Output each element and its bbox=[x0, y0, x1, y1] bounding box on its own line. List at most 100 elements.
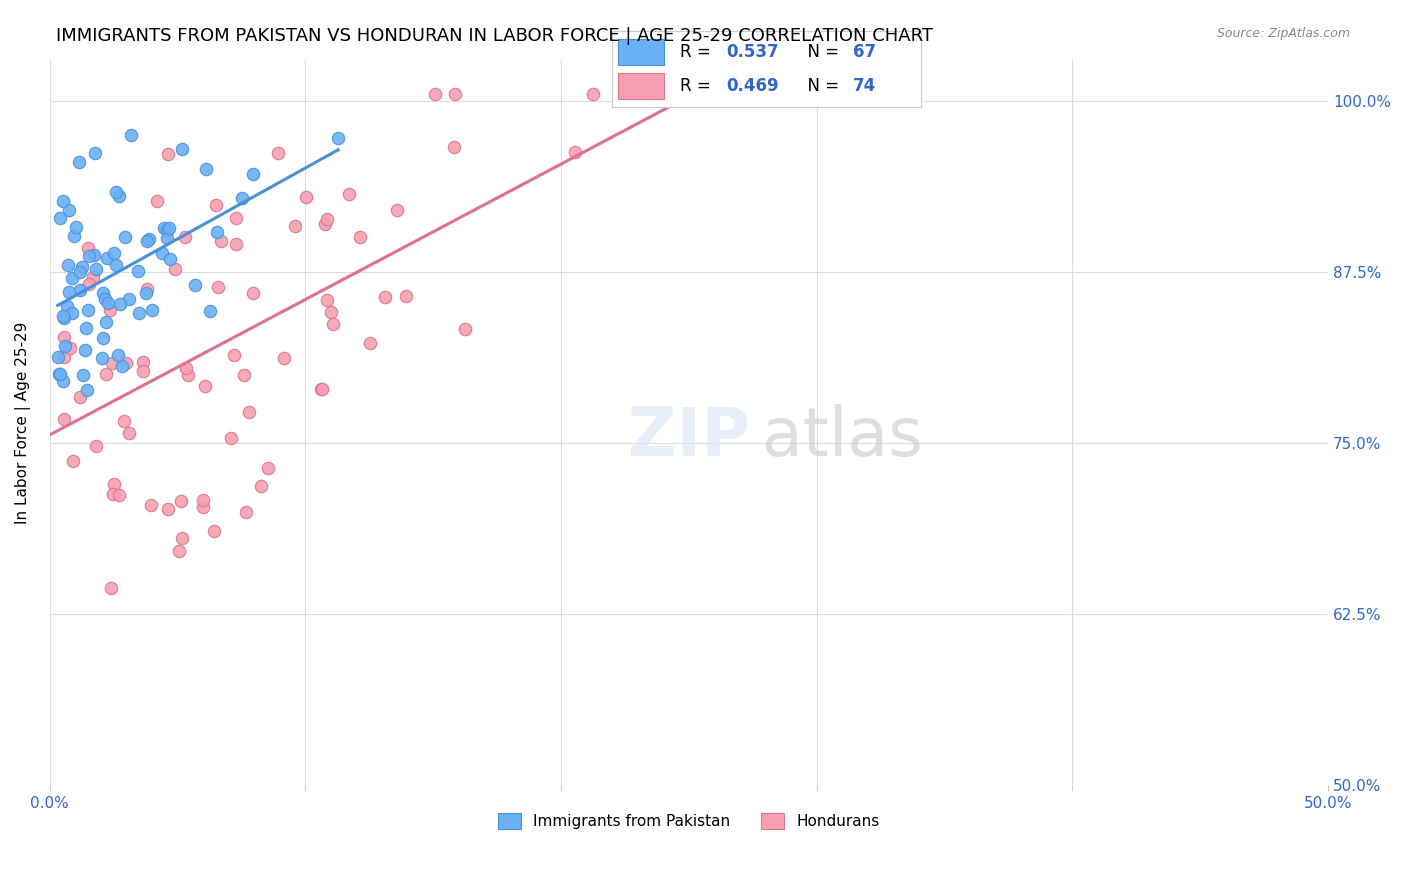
Point bbox=[118, 425, 141, 440]
Bar bbox=[617, 38, 664, 65]
Point bbox=[374, 290, 396, 304]
Point bbox=[153, 221, 176, 235]
Point bbox=[257, 461, 280, 475]
Point bbox=[184, 277, 207, 292]
Point bbox=[136, 282, 159, 296]
Point bbox=[100, 581, 122, 595]
Point bbox=[69, 264, 91, 278]
Point bbox=[314, 217, 336, 231]
Point bbox=[48, 368, 70, 382]
Point bbox=[110, 297, 132, 311]
Point bbox=[69, 283, 91, 297]
Text: 67: 67 bbox=[853, 44, 876, 62]
Point bbox=[284, 219, 307, 234]
Point bbox=[91, 331, 114, 345]
Point bbox=[311, 382, 333, 396]
Legend: Immigrants from Pakistan, Hondurans: Immigrants from Pakistan, Hondurans bbox=[492, 807, 886, 836]
Text: N =: N = bbox=[797, 44, 845, 62]
Point bbox=[193, 500, 215, 514]
Point bbox=[387, 203, 409, 218]
Point bbox=[395, 288, 418, 302]
Point bbox=[86, 261, 108, 276]
Point bbox=[174, 230, 197, 244]
Point bbox=[564, 145, 586, 159]
Point bbox=[222, 348, 245, 362]
Text: 0.537: 0.537 bbox=[725, 44, 779, 62]
Point bbox=[96, 315, 118, 329]
Point bbox=[309, 382, 332, 396]
Point bbox=[70, 260, 93, 275]
Point bbox=[62, 454, 84, 468]
Point bbox=[202, 524, 225, 538]
Point bbox=[128, 306, 150, 320]
Point bbox=[141, 499, 163, 513]
Point bbox=[454, 322, 477, 336]
Point bbox=[205, 225, 228, 239]
Point bbox=[83, 248, 105, 262]
Point bbox=[72, 368, 94, 382]
Point bbox=[159, 252, 181, 266]
Point bbox=[163, 262, 186, 277]
Point bbox=[96, 367, 118, 381]
Point bbox=[337, 186, 360, 201]
Point bbox=[65, 219, 87, 234]
Point bbox=[242, 285, 264, 300]
Point bbox=[58, 285, 80, 299]
Point bbox=[93, 292, 115, 306]
Point bbox=[235, 505, 257, 519]
Point bbox=[60, 271, 83, 285]
Point bbox=[114, 230, 136, 244]
Point bbox=[53, 412, 76, 426]
Point bbox=[131, 355, 153, 369]
Point bbox=[209, 234, 232, 248]
Point bbox=[105, 185, 128, 199]
Point bbox=[52, 310, 75, 325]
Point bbox=[59, 341, 82, 355]
Point bbox=[52, 309, 75, 323]
Point bbox=[156, 223, 179, 237]
Point bbox=[75, 343, 97, 358]
Point bbox=[118, 293, 141, 307]
Point bbox=[110, 359, 132, 373]
Point bbox=[83, 145, 105, 160]
Point bbox=[56, 258, 79, 272]
Point bbox=[76, 242, 98, 256]
Point bbox=[107, 349, 129, 363]
Point bbox=[132, 364, 155, 378]
Point bbox=[115, 355, 138, 369]
Point bbox=[103, 487, 125, 501]
Text: IMMIGRANTS FROM PAKISTAN VS HONDURAN IN LABOR FORCE | AGE 25-29 CORRELATION CHAR: IMMIGRANTS FROM PAKISTAN VS HONDURAN IN … bbox=[56, 27, 934, 45]
Point bbox=[200, 303, 222, 318]
Point bbox=[76, 383, 98, 397]
Point bbox=[225, 236, 247, 251]
Point bbox=[225, 211, 247, 225]
Point bbox=[69, 390, 91, 404]
Point bbox=[90, 351, 112, 365]
Point bbox=[582, 87, 605, 101]
Point bbox=[328, 131, 350, 145]
Point bbox=[62, 229, 84, 244]
Point bbox=[84, 439, 107, 453]
Point bbox=[52, 194, 75, 208]
Text: R =: R = bbox=[679, 77, 716, 95]
Point bbox=[238, 405, 260, 419]
Point bbox=[93, 286, 115, 301]
Point bbox=[98, 302, 121, 317]
Point bbox=[49, 367, 72, 381]
Point bbox=[194, 378, 217, 392]
Point bbox=[49, 211, 72, 226]
Point bbox=[316, 212, 339, 227]
Point bbox=[103, 476, 125, 491]
Point bbox=[136, 234, 159, 248]
Point bbox=[103, 245, 125, 260]
Point bbox=[69, 154, 91, 169]
Point bbox=[170, 493, 193, 508]
Point bbox=[273, 351, 295, 365]
Point bbox=[60, 306, 83, 320]
Point bbox=[101, 356, 124, 370]
Point bbox=[141, 302, 163, 317]
Point bbox=[177, 368, 200, 382]
Point bbox=[77, 277, 100, 291]
Text: Source: ZipAtlas.com: Source: ZipAtlas.com bbox=[1216, 27, 1350, 40]
Point bbox=[443, 140, 465, 154]
